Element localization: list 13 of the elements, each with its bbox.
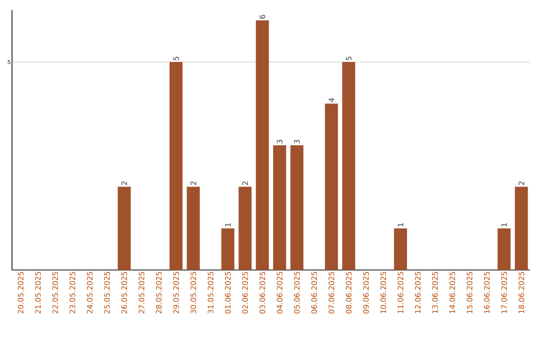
- bar: [170, 62, 183, 270]
- bar: [324, 104, 338, 270]
- bar: [273, 145, 286, 270]
- bar: [256, 20, 269, 270]
- bar: [238, 186, 252, 270]
- bar: [498, 228, 511, 270]
- bar: [290, 145, 304, 270]
- bar: [342, 62, 356, 270]
- bar: [221, 228, 234, 270]
- bar: [118, 186, 131, 270]
- bar: [514, 186, 528, 270]
- bar: [186, 186, 200, 270]
- bar: [394, 228, 408, 270]
